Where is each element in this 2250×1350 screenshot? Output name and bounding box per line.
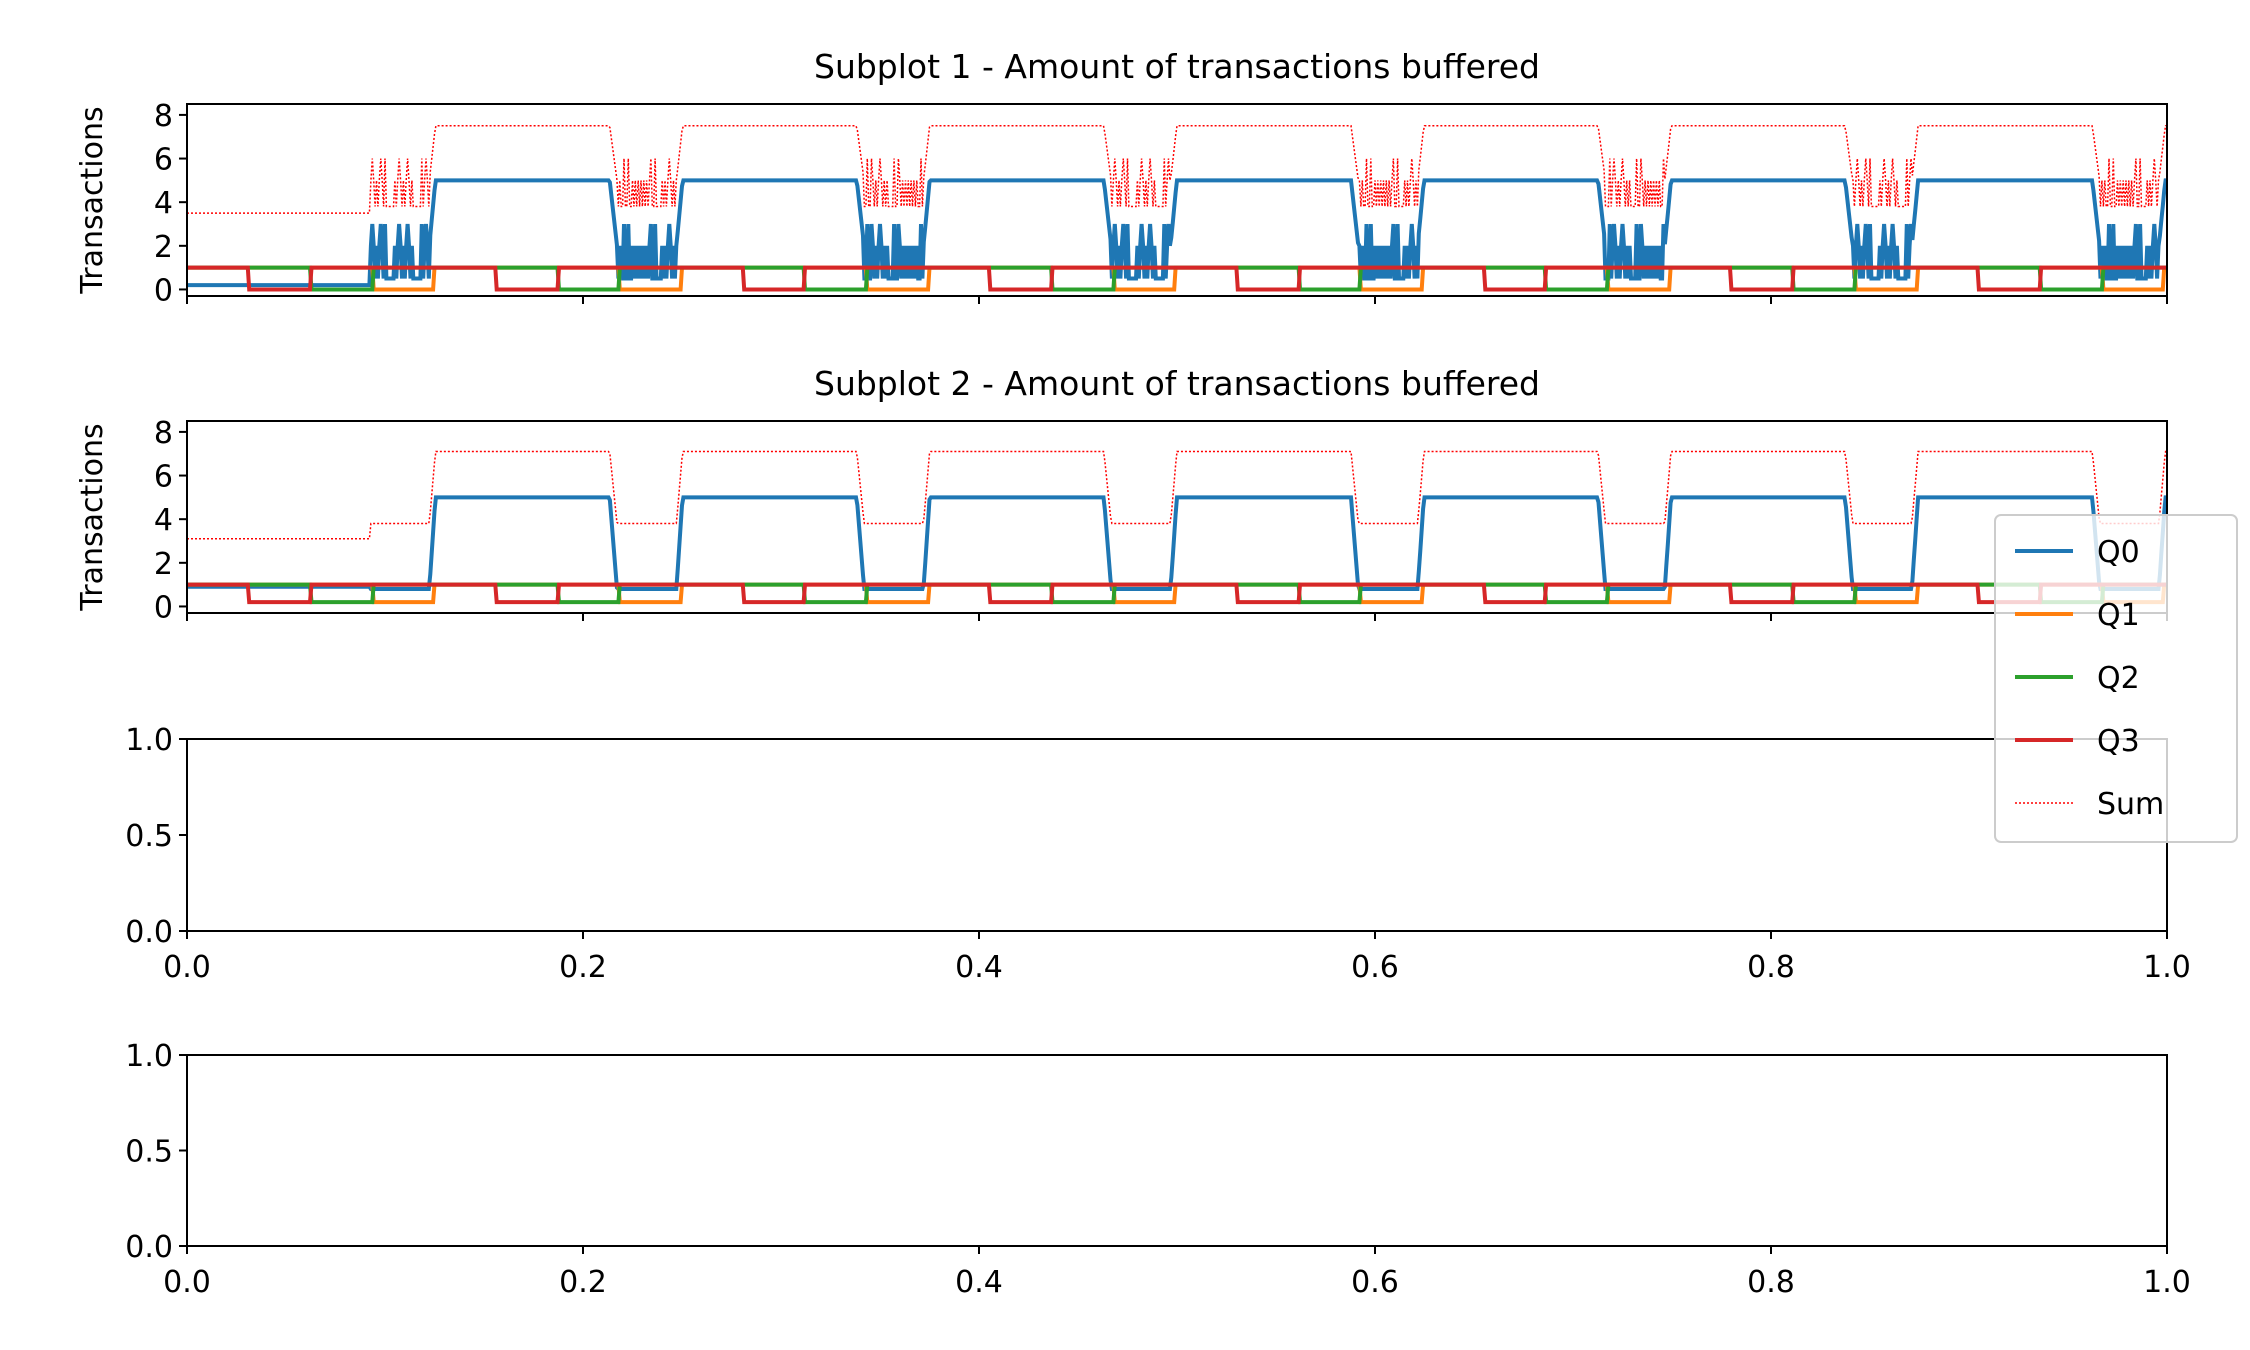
subplot-1: 0 2 4 6 8 Subplot 1 - Amount of transactions … [75, 47, 2168, 308]
y-tick-label: 4 [154, 503, 173, 538]
legend-label-q3: Q3 [2097, 724, 2140, 759]
y-tick-label: 0 [154, 590, 173, 625]
subplot-title: Subplot 1 - Amount of transactions buffe… [814, 47, 1540, 86]
x-tick-label: 0.2 [559, 1265, 607, 1300]
legend: Q0 Q1 Q2 Q3 Sum [1994, 514, 2238, 843]
y-tick-label: 6 [154, 143, 173, 178]
subplot-2: 0 2 4 6 8 Subplot 2 - Amount of transactions … [75, 364, 2168, 625]
subplot-title: Subplot 2 - Amount of transactions buffe… [814, 364, 1540, 403]
series-q3-line [187, 265, 2167, 292]
y-tick-label: 0.0 [125, 1230, 173, 1265]
subplot-2-series [187, 450, 2167, 605]
y-tick-label: 1.0 [125, 723, 173, 758]
y-tick-label: 2 [154, 547, 173, 582]
legend-label-q1: Q1 [2097, 598, 2140, 633]
y-tick-label: 8 [154, 416, 173, 451]
series-q0-line [187, 178, 2167, 288]
series-q3-line [187, 582, 2167, 605]
y-tick-label: 4 [154, 186, 173, 221]
subplot-3: 0.0 0.5 1.0 0.0 0.2 0.4 0.6 0.8 1.0 [125, 723, 2191, 985]
y-axis-label: Transactions [75, 423, 110, 611]
x-tick-label: 0.8 [1747, 950, 1795, 985]
legend-box [1994, 514, 2238, 843]
legend-label-sum: Sum [2097, 787, 2164, 822]
y-axis-label: Transactions [75, 106, 110, 294]
legend-label-q0: Q0 [2097, 535, 2140, 570]
subplot-1-series [187, 125, 2167, 292]
x-tick-label: 0.0 [163, 950, 211, 985]
x-tick-label: 0.6 [1351, 950, 1399, 985]
x-tick-label: 0.4 [955, 1265, 1003, 1300]
y-tick-label: 6 [154, 460, 173, 495]
y-tick-label: 1.0 [125, 1039, 173, 1074]
x-tick-label: 1.0 [2143, 950, 2191, 985]
y-tick-label: 0.5 [125, 819, 173, 854]
subplot-1-frame [186, 103, 2168, 297]
y-tick-label: 8 [154, 99, 173, 134]
series-sum-line [187, 450, 2167, 540]
y-tick-label: 2 [154, 230, 173, 265]
y-tick-label: 0 [154, 273, 173, 308]
subplot-4: 0.0 0.5 1.0 0.0 0.2 0.4 0.6 0.8 1.0 [125, 1039, 2191, 1300]
x-tick-label: 0.8 [1747, 1265, 1795, 1300]
x-tick-label: 0.0 [163, 1265, 211, 1300]
x-tick-label: 1.0 [2143, 1265, 2191, 1300]
legend-label-q2: Q2 [2097, 661, 2140, 696]
y-tick-label: 0.5 [125, 1135, 173, 1170]
y-tick-label: 0.0 [125, 915, 173, 950]
series-q0-line [187, 495, 2167, 591]
x-tick-label: 0.4 [955, 950, 1003, 985]
x-tick-label: 0.2 [559, 950, 607, 985]
x-tick-label: 0.6 [1351, 1265, 1399, 1300]
